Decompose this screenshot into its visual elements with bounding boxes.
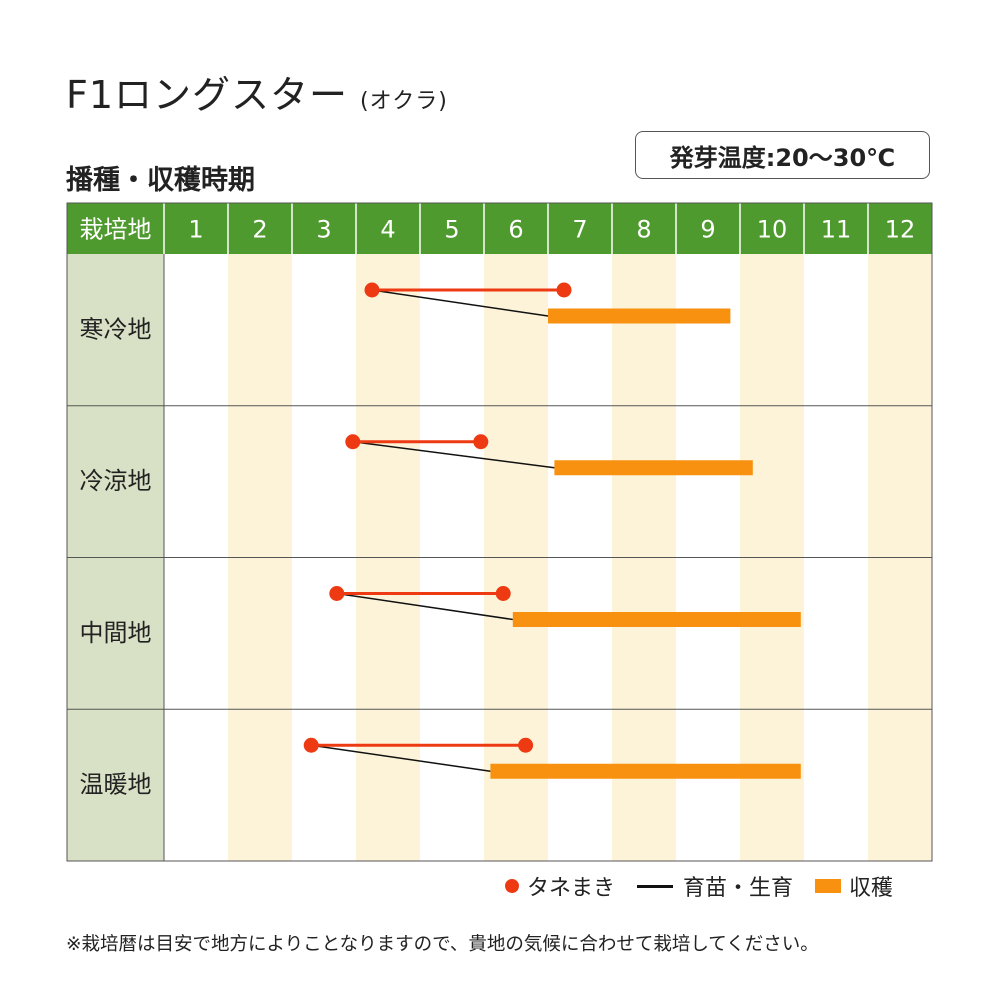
legend: タネまき 育苗・生育 収穫 <box>505 870 935 902</box>
seedling-line <box>371 289 549 317</box>
region-label: 中間地 <box>80 619 152 647</box>
sowing-start-dot <box>329 586 345 601</box>
header-band <box>67 203 932 254</box>
legend-sowing: タネまき <box>505 870 615 902</box>
harvest-bar <box>554 460 753 476</box>
harvest-bar <box>512 612 801 627</box>
sowing-end-dot <box>556 282 572 298</box>
region-label: 寒冷地 <box>80 315 152 343</box>
header-region-label: 栽培地 <box>80 216 152 244</box>
harvest-bar <box>548 308 731 324</box>
legend-harvest-label: 収穫 <box>849 876 894 901</box>
page-title: F1ロングスター (オクラ) <box>66 64 448 119</box>
month-label: 11 <box>821 216 852 244</box>
month-label: 6 <box>508 216 523 244</box>
month-label: 7 <box>572 216 587 244</box>
harvest-bar-icon <box>815 879 842 893</box>
sowing-end-dot <box>518 737 534 753</box>
month-label: 3 <box>316 216 331 244</box>
legend-harvest: 収穫 <box>815 870 893 902</box>
germination-temperature-badge: 発芽温度:20〜30℃ <box>635 131 930 179</box>
title-text: F1ロングスター <box>66 73 349 117</box>
sowing-end-dot <box>473 434 489 450</box>
legend-sowing-label: タネまき <box>527 876 616 901</box>
sowing-start-dot <box>303 737 319 753</box>
month-label: 4 <box>380 216 395 244</box>
page-subtitle: (オクラ) <box>360 89 448 114</box>
month-label: 1 <box>188 216 203 244</box>
legend-seedling-label: 育苗・生育 <box>683 876 794 901</box>
seedling-line-icon <box>637 884 674 888</box>
region-label: 冷涼地 <box>80 467 152 495</box>
footnote: ※栽培暦は目安で地方によりことなりますので、貴地の気候に合わせて栽培してください… <box>66 934 819 955</box>
month-label: 9 <box>700 216 715 244</box>
sowing-end-dot <box>495 586 511 601</box>
seedling-line <box>336 592 513 621</box>
month-label: 12 <box>885 216 916 244</box>
sowing-start-dot <box>364 282 380 298</box>
month-label: 2 <box>252 216 267 244</box>
region-label: 温暖地 <box>80 771 152 799</box>
seedling-line <box>311 744 491 772</box>
grid-border <box>66 202 933 862</box>
month-label: 5 <box>444 216 459 244</box>
sowing-start-dot <box>345 434 361 450</box>
harvest-bar <box>490 763 801 779</box>
month-label: 10 <box>757 216 788 244</box>
sowing-dot-icon <box>505 879 519 893</box>
legend-seedling: 育苗・生育 <box>637 870 793 902</box>
section-title: 播種・収穫時期 <box>66 165 255 196</box>
month-label: 8 <box>636 216 651 244</box>
seedling-line <box>352 441 555 469</box>
